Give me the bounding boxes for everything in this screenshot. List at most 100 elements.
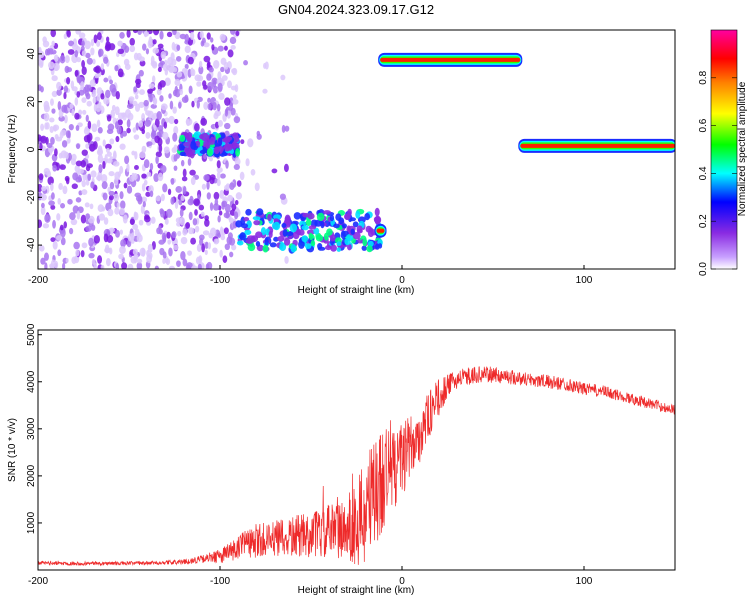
spectrogram-noise-cell xyxy=(217,82,223,92)
spectrogram-noise-cell xyxy=(133,134,140,140)
spectrogram-noise-cell xyxy=(200,211,205,217)
spectrogram-blob-cell xyxy=(314,219,323,227)
spectrogram-blob-cell xyxy=(340,230,346,240)
spectrogram-noise-cell xyxy=(76,143,81,150)
spectrogram-noise-cell xyxy=(130,232,135,241)
spectrogram-blob-cell xyxy=(218,137,223,146)
spectrogram-noise-cell xyxy=(256,130,261,137)
spectrogram-noise-cell xyxy=(160,103,168,111)
spectrogram-noise-cell xyxy=(114,106,120,116)
snr-xtick-label: -100 xyxy=(210,576,230,587)
spectrogram-noise-cell xyxy=(83,127,90,136)
spectrogram-noise-cell xyxy=(188,85,193,95)
spectrogram-noise-cell xyxy=(198,60,203,68)
spectrogram-noise-cell xyxy=(213,191,220,200)
spectrogram-noise-cell xyxy=(69,103,74,109)
spectrogram-noise-cell xyxy=(133,86,138,93)
spectrogram-blob-cell xyxy=(293,212,301,220)
spectrogram-noise-cell xyxy=(109,247,113,255)
snr-ytick-label: 1000 xyxy=(26,511,37,534)
spectrogram-noise-cell xyxy=(223,227,229,235)
spectrogram-noise-cell xyxy=(60,203,66,209)
spectrogram-noise-cell xyxy=(87,120,92,130)
spectrogram-noise-cell xyxy=(190,237,197,245)
spectrogram-noise-cell xyxy=(122,130,128,137)
spectrogram-line-core xyxy=(376,228,385,233)
spectrogram-noise-cell xyxy=(174,118,179,125)
spectrogram-noise-cell xyxy=(230,44,236,50)
spectrogram-noise-cell xyxy=(219,189,225,199)
spectrogram-noise-cell xyxy=(182,168,187,178)
spectrogram-noise-cell xyxy=(209,202,214,211)
spectrogram-noise-cell xyxy=(239,171,245,181)
spectrogram-noise-cell xyxy=(127,263,134,269)
spectrogram-noise-cell xyxy=(162,63,169,72)
spectrogram-noise-cell xyxy=(166,31,173,38)
spectrogram-noise-cell xyxy=(198,204,205,211)
spectrogram-noise-cell xyxy=(50,136,55,145)
spectrogram-noise-cell xyxy=(206,32,211,40)
spectrogram-blob-cell xyxy=(285,231,294,237)
spectrogram-blob-cell xyxy=(329,234,336,242)
spectrogram-noise-cell xyxy=(108,190,115,196)
spectrogram-blob-cell xyxy=(235,220,243,228)
spectrogram-noise-cell xyxy=(198,65,204,75)
spectrogram-noise-cell xyxy=(47,61,55,70)
spectrogram-noise-cell xyxy=(84,89,89,97)
spectrogram-noise-cell xyxy=(58,152,63,159)
spectrogram-ylabel: Frequency (Hz) xyxy=(7,115,18,184)
spectrogram-blob-cell xyxy=(277,236,285,242)
spectrogram-noise-cell xyxy=(102,192,108,201)
spectrogram-noise-cell xyxy=(114,207,120,215)
spectrogram-noise-cell xyxy=(50,182,54,192)
spectrogram-noise-cell xyxy=(57,198,61,205)
spectrogram-noise-cell xyxy=(168,115,175,125)
snr-xtick-label: 100 xyxy=(576,576,593,587)
spectrogram-noise-cell xyxy=(86,57,93,65)
spectrogram-noise-cell xyxy=(156,111,162,120)
spectrogram-noise-cell xyxy=(212,102,217,111)
spectrogram-noise-cell xyxy=(196,99,200,109)
spectrogram-noise-cell xyxy=(94,136,101,142)
spectrogram-noise-cell xyxy=(112,150,117,160)
spectrogram-noise-cell xyxy=(105,143,112,150)
spectrogram-noise-cell xyxy=(117,112,125,120)
spectrogram-noise-cell xyxy=(155,195,161,202)
spectrogram-noise-cell xyxy=(119,143,126,150)
spectrogram-noise-cell xyxy=(124,155,130,165)
spectrogram-noise-cell xyxy=(215,238,220,244)
spectrogram-noise-cell xyxy=(88,143,96,152)
spectrogram-noise-cell xyxy=(214,198,219,206)
spectrogram-noise-cell xyxy=(204,249,208,256)
spectrogram-blob-cell xyxy=(260,227,267,236)
spectrogram-blob-cell xyxy=(273,221,281,231)
spectrogram-noise-cell xyxy=(81,242,88,249)
spectrogram-noise-cell xyxy=(243,60,248,66)
spectrogram-xlabel: Height of straight line (km) xyxy=(298,285,415,296)
spectrogram-noise-cell xyxy=(178,101,182,109)
spectrogram-noise-cell xyxy=(135,82,141,89)
spectrogram-blob-cell xyxy=(356,228,363,234)
spectrogram-noise-cell xyxy=(180,159,185,167)
spectrogram-noise-cell xyxy=(108,194,114,201)
spectrogram-noise-cell xyxy=(40,206,46,216)
spectrogram-noise-cell xyxy=(98,163,103,174)
spectrogram-noise-cell xyxy=(103,77,109,83)
spectrogram-noise-cell xyxy=(223,212,231,219)
spectrogram-noise-cell xyxy=(138,151,146,159)
spectrogram-noise-cell xyxy=(96,32,102,41)
spectrogram-noise-cell xyxy=(90,170,97,178)
spectrogram-noise-cell xyxy=(169,100,174,110)
spectrogram-noise-cell xyxy=(94,65,102,74)
spectrogram-blob-cell xyxy=(315,234,324,242)
spectrogram-noise-cell xyxy=(144,119,152,127)
spectrogram-noise-cell xyxy=(65,258,69,263)
spectrogram-noise-cell xyxy=(176,71,183,78)
spectrogram-noise-cell xyxy=(185,118,190,126)
spectrogram-noise-cell xyxy=(206,192,211,200)
spectrogram-noise-cell xyxy=(152,75,156,84)
spectrogram-noise-cell xyxy=(59,228,66,238)
snr-ytick-label: 3000 xyxy=(26,417,37,440)
spectrogram-noise-cell xyxy=(182,258,188,267)
spectrogram-noise-cell xyxy=(129,218,135,225)
